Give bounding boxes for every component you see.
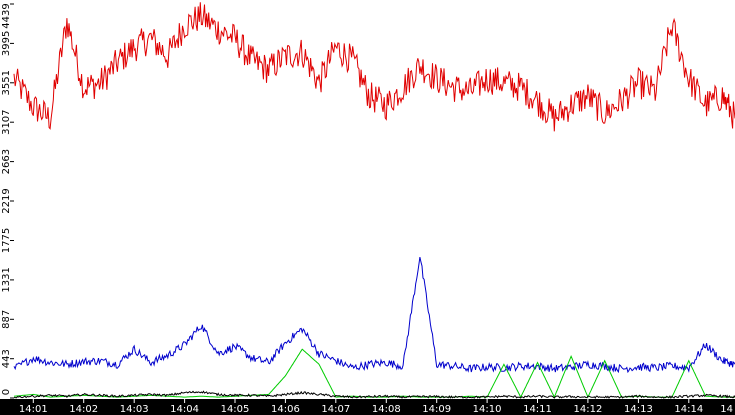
series-line-4 — [14, 390, 735, 399]
x-tick-label: 14:01 — [19, 404, 48, 415]
y-tick-label: 443 — [1, 349, 12, 368]
y-tick-label: 2663 — [1, 149, 12, 174]
y-axis: 0 443 887 1331 1775 2219 2663 3107 3551 3995 4439 — [1, 3, 14, 399]
x-tick-label: 14:11 — [523, 404, 552, 415]
x-tick-label: 14:14 — [674, 404, 703, 415]
y-tick-label: 2219 — [1, 188, 12, 213]
x-tick-label: 14 — [720, 404, 733, 415]
x-tick-label: 14:04 — [170, 404, 199, 415]
x-tick-label: 14:06 — [271, 404, 300, 415]
x-axis-band — [0, 399, 735, 415]
x-tick-label: 14:03 — [120, 404, 149, 415]
x-axis: 14:01 14:02 14:03 14:04 14:05 14:06 14:07 14:08… — [19, 399, 733, 415]
y-tick-label: 0 — [1, 389, 12, 395]
x-tick-label: 14:02 — [69, 404, 98, 415]
x-tick-label: 14:07 — [321, 404, 350, 415]
x-tick-label: 14:12 — [573, 404, 602, 415]
y-tick-label: 1331 — [1, 267, 12, 292]
series-layer — [13, 2, 735, 399]
x-tick-label: 14:05 — [221, 404, 250, 415]
x-tick-label: 14:10 — [473, 404, 502, 415]
y-tick-label: 4439 — [1, 3, 12, 28]
x-tick-label: 14:08 — [372, 404, 401, 415]
y-tick-label: 3551 — [1, 70, 12, 95]
y-tick-label: 1775 — [1, 228, 12, 253]
series-line-1 — [13, 2, 735, 132]
y-tick-label: 887 — [1, 310, 12, 329]
x-tick-label: 14:09 — [422, 404, 451, 415]
x-tick-label: 14:13 — [624, 404, 653, 415]
series-line-2 — [13, 256, 735, 374]
y-tick-label: 3995 — [1, 31, 12, 56]
y-tick-label: 3107 — [1, 109, 12, 134]
